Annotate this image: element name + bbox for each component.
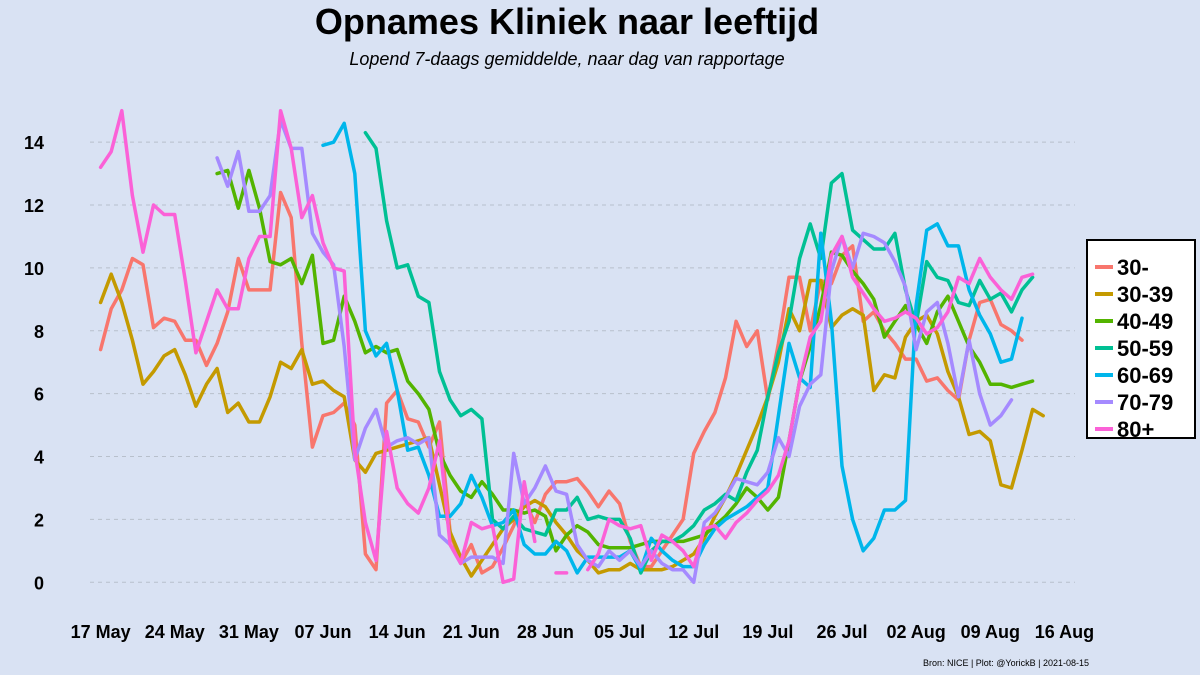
- x-tick-label: 26 Jul: [816, 622, 867, 642]
- y-tick-label: 8: [34, 322, 44, 342]
- chart-subtitle: Lopend 7-daags gemiddelde, naar dag van …: [349, 49, 784, 69]
- series-line-5: [215, 118, 1014, 585]
- legend-label-5: 70-79: [1117, 390, 1173, 415]
- legend-label-2: 40-49: [1117, 309, 1173, 334]
- legend-label-6: 80+: [1117, 417, 1154, 442]
- series-line-4: [321, 121, 1024, 575]
- y-tick-label: 6: [34, 385, 44, 405]
- y-tick-label: 14: [24, 133, 44, 153]
- series-line-6: [98, 108, 1035, 585]
- legend-label-4: 60-69: [1117, 363, 1173, 388]
- x-tick-label: 24 May: [145, 622, 205, 642]
- y-tick-label: 12: [24, 196, 44, 216]
- x-tick-label: 02 Aug: [886, 622, 945, 642]
- y-tick-label: 2: [34, 510, 44, 530]
- x-tick-label: 28 Jun: [517, 622, 574, 642]
- y-tick-label: 4: [34, 448, 44, 468]
- x-tick-label: 19 Jul: [742, 622, 793, 642]
- series-lines: [98, 108, 1045, 585]
- x-tick-label: 31 May: [219, 622, 279, 642]
- x-tick-label: 16 Aug: [1035, 622, 1094, 642]
- x-tick-label: 14 Jun: [369, 622, 426, 642]
- y-tick-label: 0: [34, 573, 44, 593]
- x-tick-label: 09 Aug: [961, 622, 1020, 642]
- x-tick-label: 07 Jun: [294, 622, 351, 642]
- chart-caption: Bron: NICE | Plot: @YorickB | 2021-08-15: [923, 658, 1089, 668]
- x-tick-label: 21 Jun: [443, 622, 500, 642]
- y-tick-label: 10: [24, 259, 44, 279]
- series-line-0: [98, 190, 1024, 575]
- legend-label-3: 50-59: [1117, 336, 1173, 361]
- x-tick-label: 17 May: [71, 622, 131, 642]
- x-tick-label: 05 Jul: [594, 622, 645, 642]
- x-tick-label: 12 Jul: [668, 622, 719, 642]
- legend-box: [1086, 239, 1196, 439]
- legend-label-1: 30-39: [1117, 282, 1173, 307]
- x-axis: 17 May 24 May 31 May 07 Jun 14 Jun 21 Jun 28 J…: [71, 622, 1095, 642]
- chart-title: Opnames Kliniek naar leeftijd: [315, 1, 819, 42]
- y-axis: 0 2 4 6 8 10 12 14: [24, 133, 44, 593]
- legend-label-0: 30-: [1117, 255, 1149, 280]
- series-line-3: [363, 130, 1035, 575]
